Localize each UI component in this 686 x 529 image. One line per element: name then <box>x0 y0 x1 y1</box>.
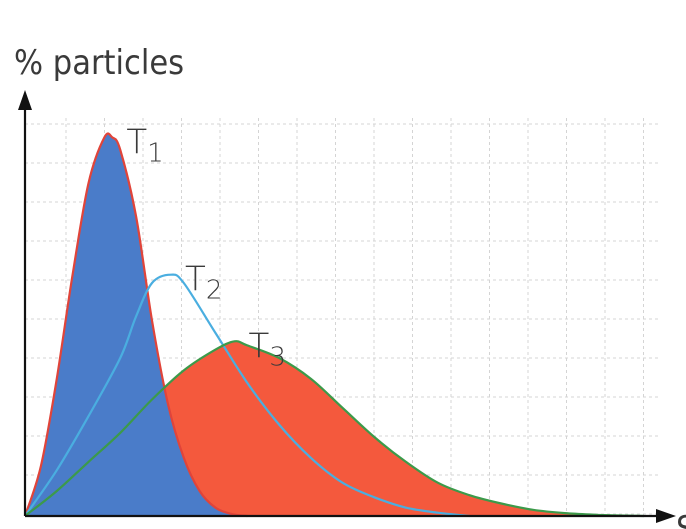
series-label-t1: T1 <box>126 122 163 168</box>
series-labels: T1 T2 T3 <box>126 122 286 372</box>
curve-fills <box>25 133 645 516</box>
y-axis-label: % particles <box>14 43 184 83</box>
axes <box>18 90 676 523</box>
curve-lines <box>23 132 645 518</box>
line-t3 <box>24 340 645 518</box>
series-label-t3: T3 <box>249 326 286 372</box>
y-axis-arrow <box>18 90 32 110</box>
line-t1 <box>23 132 248 518</box>
series-label-t2: T2 <box>185 260 222 306</box>
x-axis-label: S <box>676 509 686 529</box>
chart-grid <box>25 118 660 516</box>
x-axis-arrow <box>656 509 676 523</box>
line-t2 <box>24 273 470 518</box>
